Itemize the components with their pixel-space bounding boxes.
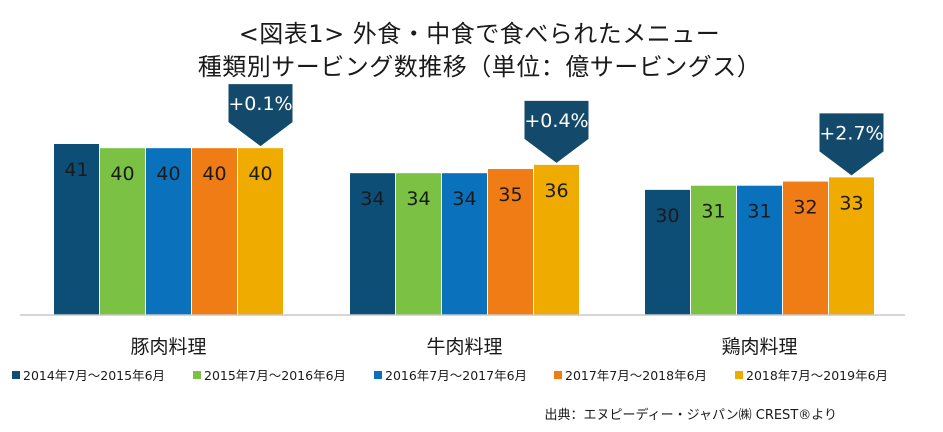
- data-label: 34: [452, 188, 476, 210]
- data-label: 31: [747, 201, 771, 223]
- bar: [534, 164, 579, 315]
- legend-label: 2014年7月～2015年6月: [23, 368, 165, 383]
- bar: [396, 173, 441, 315]
- change-callout: [524, 100, 589, 163]
- legend-label: 2015年7月～2016年6月: [204, 368, 346, 383]
- bars-layer: [54, 144, 874, 315]
- data-label: 34: [360, 188, 384, 210]
- data-label: 40: [202, 163, 226, 185]
- bar: [783, 181, 828, 315]
- bar: [54, 144, 99, 315]
- bar: [645, 189, 690, 315]
- legend: 2014年7月～2015年6月 2015年7月～2016年6月 2016年7月～20…: [12, 368, 888, 383]
- data-label: 40: [156, 163, 180, 185]
- category-label: 鶏肉料理: [721, 336, 797, 358]
- legend-swatch: [193, 371, 201, 379]
- bar: [100, 148, 145, 315]
- data-label: 31: [701, 201, 725, 223]
- legend-label: 2016年7月～2017年6月: [385, 368, 527, 383]
- data-label: 34: [406, 188, 430, 210]
- bar: [350, 173, 395, 315]
- legend-label: 2018年7月～2019年6月: [746, 368, 888, 383]
- category-label: 牛肉料理: [426, 336, 502, 358]
- bar: [737, 185, 782, 315]
- chart-title: <図表1> 外食・中食で食べられたメニュー: [238, 20, 721, 48]
- bar: [192, 148, 237, 315]
- data-label: 36: [544, 180, 568, 202]
- callouts-layer: +0.1% +0.4% +2.7%: [228, 84, 884, 176]
- callout-label: +0.1%: [228, 93, 292, 115]
- legend-swatch: [12, 371, 20, 379]
- callout-label: +2.7%: [819, 122, 883, 144]
- data-label: 32: [793, 197, 817, 219]
- bar: [442, 173, 487, 315]
- bar: [238, 148, 283, 315]
- legend-label: 2017年7月～2018年6月: [565, 368, 707, 383]
- category-label: 豚肉料理: [130, 336, 206, 358]
- data-label: 40: [110, 163, 134, 185]
- bar: [691, 185, 736, 315]
- category-labels-layer: 豚肉料理 牛肉料理 鶏肉料理: [130, 336, 797, 358]
- data-label: 41: [64, 159, 88, 181]
- value-labels-layer: 41 40 40 40 40 34 34 34 35 36 30 31 31 32 33: [64, 159, 863, 227]
- bar: [146, 148, 191, 315]
- chart-subtitle: 種類別サービング数推移（単位：億サービングス）: [197, 53, 762, 81]
- callout-label: +0.4%: [524, 110, 588, 132]
- bar: [488, 169, 533, 315]
- data-label: 40: [248, 163, 272, 185]
- source-note: 出典：エヌピーディー・ジャパン㈱ CREST®より: [544, 408, 837, 423]
- legend-swatch: [735, 371, 743, 379]
- bar: [829, 177, 874, 315]
- legend-swatch: [374, 371, 382, 379]
- legend-swatch: [554, 371, 562, 379]
- data-label: 30: [655, 205, 679, 227]
- data-label: 33: [839, 192, 863, 214]
- data-label: 35: [498, 184, 522, 206]
- change-callout: [228, 84, 293, 147]
- change-callout: [819, 113, 884, 176]
